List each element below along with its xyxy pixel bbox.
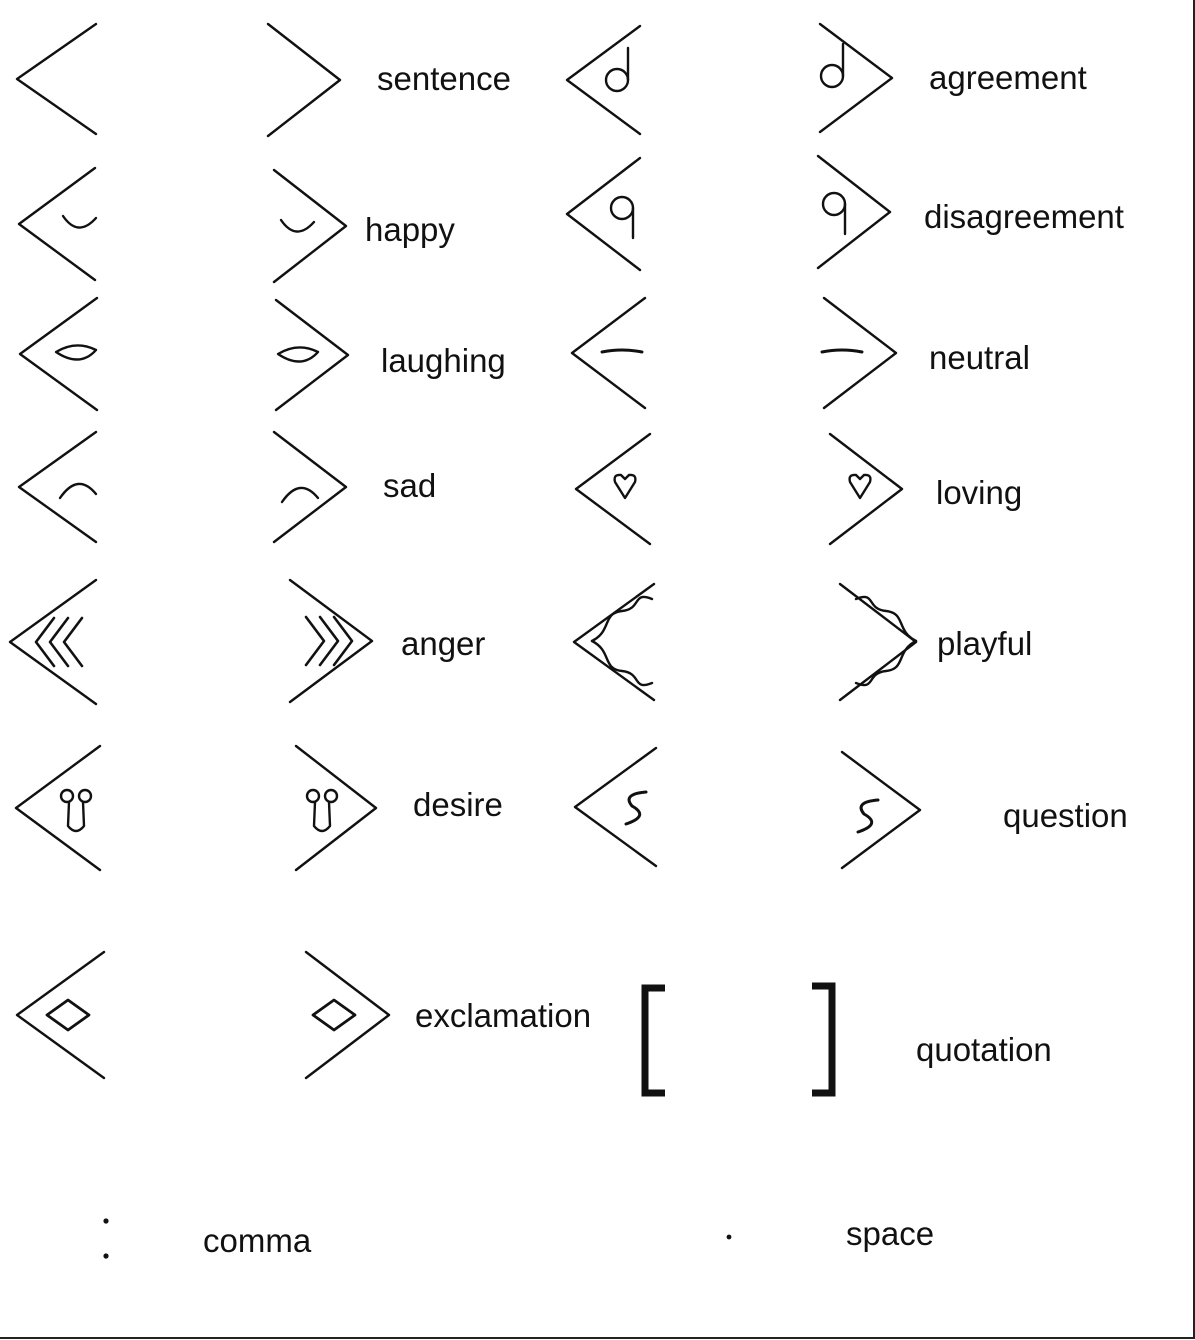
exclamation-mark-right xyxy=(311,998,357,1032)
comma-dot-upper xyxy=(103,1218,109,1224)
anger-glyph-left xyxy=(8,578,98,706)
label-sentence: sentence xyxy=(377,60,511,97)
sad-mark-left xyxy=(58,482,98,500)
label-neutral: neutral xyxy=(929,339,1030,376)
happy-mark-right xyxy=(279,218,316,233)
desire-mark-left xyxy=(59,788,93,833)
exclamation-glyph-left xyxy=(15,950,106,1080)
question-mark-left xyxy=(624,790,648,826)
open-bracket xyxy=(641,984,665,1097)
anger-mark-right xyxy=(304,615,354,667)
happy-glyph-right xyxy=(272,168,348,284)
label-loving: loving xyxy=(936,474,1023,511)
sad-mark-right xyxy=(280,486,320,504)
label-question: question xyxy=(1003,797,1128,834)
exclamation-glyph-right xyxy=(304,950,391,1080)
agreement-glyph-right xyxy=(818,22,894,134)
laughing-mark-left xyxy=(54,344,98,361)
label-sad: sad xyxy=(383,467,437,504)
sad-glyph-left xyxy=(17,430,98,544)
question-glyph-left xyxy=(573,746,658,868)
laughing-mark-right xyxy=(276,346,320,363)
laughing-glyph-right xyxy=(274,298,350,412)
label-disagreement: disagreement xyxy=(924,198,1124,235)
anger-mark-left xyxy=(34,616,84,668)
disagreement-glyph-left xyxy=(565,156,642,272)
quotation-brackets xyxy=(641,982,836,1097)
label-exclamation: exclamation xyxy=(415,997,592,1034)
label-quotation: quotation xyxy=(916,1031,1052,1068)
playful-mark-right xyxy=(854,595,918,687)
desire-glyph-right xyxy=(294,744,378,872)
agreement-mark-right xyxy=(819,42,845,89)
happy-glyph-left xyxy=(17,166,98,282)
label-desire: desire xyxy=(413,786,503,823)
comma-glyph xyxy=(103,1218,109,1259)
loving-glyph-right xyxy=(828,432,904,546)
loving-mark-left xyxy=(613,473,637,500)
neutral-mark-right xyxy=(820,348,864,354)
agreement-glyph-left xyxy=(565,24,642,136)
neutral-mark-left xyxy=(600,348,644,354)
label-agreement: agreement xyxy=(929,59,1087,96)
label-space: space xyxy=(846,1215,935,1252)
label-anger: anger xyxy=(401,625,486,662)
label-happy: happy xyxy=(365,211,455,248)
exclamation-mark-left xyxy=(45,998,91,1032)
desire-glyph-left xyxy=(14,744,102,872)
laughing-glyph-left xyxy=(18,296,99,412)
question-mark-right xyxy=(856,798,880,834)
playful-glyph-right xyxy=(838,582,918,702)
question-glyph-right xyxy=(840,750,922,870)
disagreement-mark-left xyxy=(609,195,635,240)
comma-dot-lower xyxy=(103,1253,109,1259)
playful-glyph-left xyxy=(572,582,656,702)
sentence-glyph-right xyxy=(266,22,342,138)
sentence-glyph-left xyxy=(15,22,98,136)
sad-glyph-right xyxy=(272,430,348,544)
disagreement-glyph-right xyxy=(816,154,892,270)
anger-glyph-right xyxy=(288,578,374,704)
disagreement-mark-right xyxy=(821,191,847,236)
label-playful: playful xyxy=(937,625,1033,662)
label-laughing: laughing xyxy=(381,342,506,379)
space-glyph xyxy=(726,1234,732,1240)
space-dot xyxy=(726,1234,732,1240)
agreement-mark-left xyxy=(604,46,630,93)
playful-mark-left xyxy=(590,595,654,687)
happy-mark-left xyxy=(61,214,98,229)
label-comma: comma xyxy=(203,1222,312,1259)
close-bracket xyxy=(812,982,836,1097)
neutral-glyph-left xyxy=(570,296,647,410)
neutral-glyph-right xyxy=(820,296,898,410)
loving-mark-right xyxy=(848,473,872,500)
desire-mark-right xyxy=(305,788,339,833)
loving-glyph-left xyxy=(574,432,652,546)
